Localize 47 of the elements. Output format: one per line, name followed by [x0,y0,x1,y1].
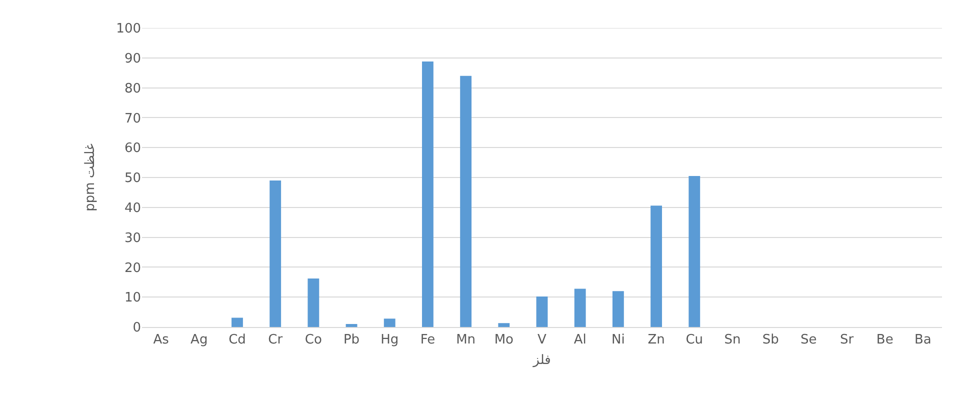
bar [422,61,434,327]
bar [308,278,320,327]
bar [346,324,358,327]
y-tick-label: 60 [124,141,141,156]
x-tick-label: Sr [840,332,854,348]
bar [574,288,586,327]
y-tick-label: 10 [124,290,141,306]
bar [688,176,700,327]
x-tick-label: Ag [190,332,208,348]
x-tick-label: Se [800,332,817,348]
bar [232,318,243,327]
y-tick-label: 20 [124,260,141,276]
y-axis-title: ppm غلظت [83,143,98,212]
x-tick-label: Cd [228,332,246,348]
x-tick-label: Ni [612,332,625,348]
bar [650,206,662,327]
bar [536,296,548,327]
y-tick-label: 50 [124,171,141,186]
y-tick-label: 70 [124,111,141,126]
y-tick-label: 80 [124,81,141,96]
x-tick-label: Cu [686,332,704,348]
x-tick-label: Co [304,332,322,348]
y-tick-label: 100 [116,22,141,37]
y-tick-label: 90 [124,51,141,66]
bar [270,180,282,327]
x-tick-label: Sb [762,332,779,348]
x-tick-label: Hg [380,332,399,348]
x-tick-label: V [538,332,547,348]
x-tick-label: As [153,332,170,348]
x-tick-label: Fe [420,332,436,348]
x-tick-label: Mn [456,332,476,348]
y-tick-label: 30 [124,230,141,246]
x-axis-title: فلز [532,353,551,368]
x-tick-label: Zn [648,332,665,348]
bar [498,323,510,327]
bar [460,76,472,327]
bar [612,291,624,327]
x-tick-label: Mo [494,332,514,348]
x-tick-label: Ba [914,332,932,348]
x-tick-label: Cr [268,332,284,348]
x-tick-label: Pb [343,332,360,348]
bar [384,318,396,327]
x-tick-label: Al [574,332,586,348]
x-tick-label: Be [876,332,894,348]
x-tick-label: Sn [724,332,741,348]
y-tick-label: 40 [124,200,141,216]
y-tick-label: 0 [132,320,141,336]
